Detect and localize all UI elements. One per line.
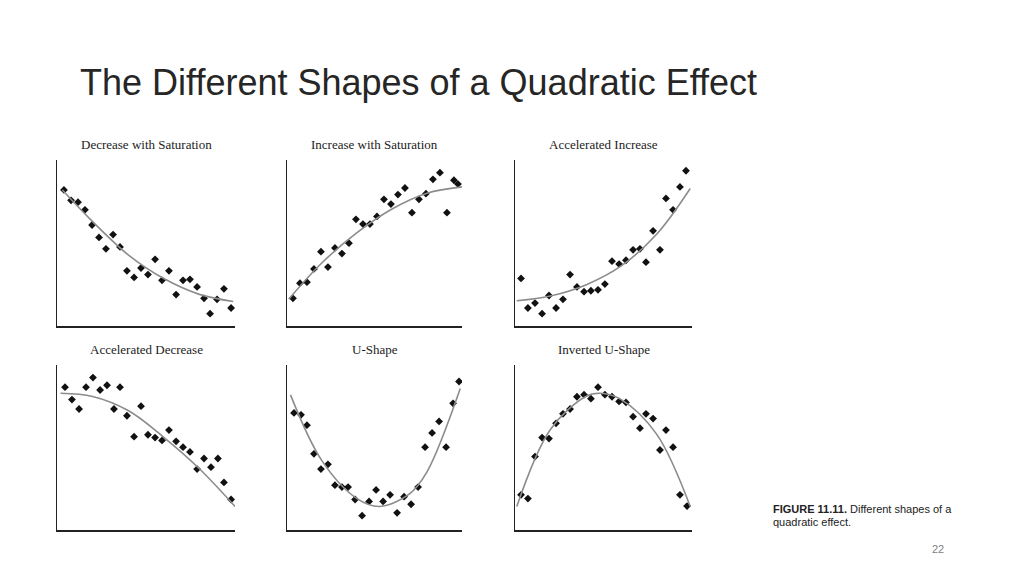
html-text:FIGURE 11.11. Different shapes: FIGURE 11.11. Different shapes of a quad… [773,503,952,528]
svg-text:Accelerated Decrease: Accelerated Decrease [90,342,203,357]
svg-text:Increase with Saturation: Increase with Saturation [311,137,438,152]
html-text:The Different Shapes of a Quad: The Different Shapes of a Quadratic Effe… [80,62,758,103]
svg-text:U-Shape: U-Shape [352,342,398,357]
svg-text:Inverted U-Shape: Inverted U-Shape [558,342,650,357]
svg-text:Decrease with Saturation: Decrease with Saturation [81,137,212,152]
svg-text:Accelerated Increase: Accelerated Increase [549,137,658,152]
html-text:22: 22 [932,543,945,555]
